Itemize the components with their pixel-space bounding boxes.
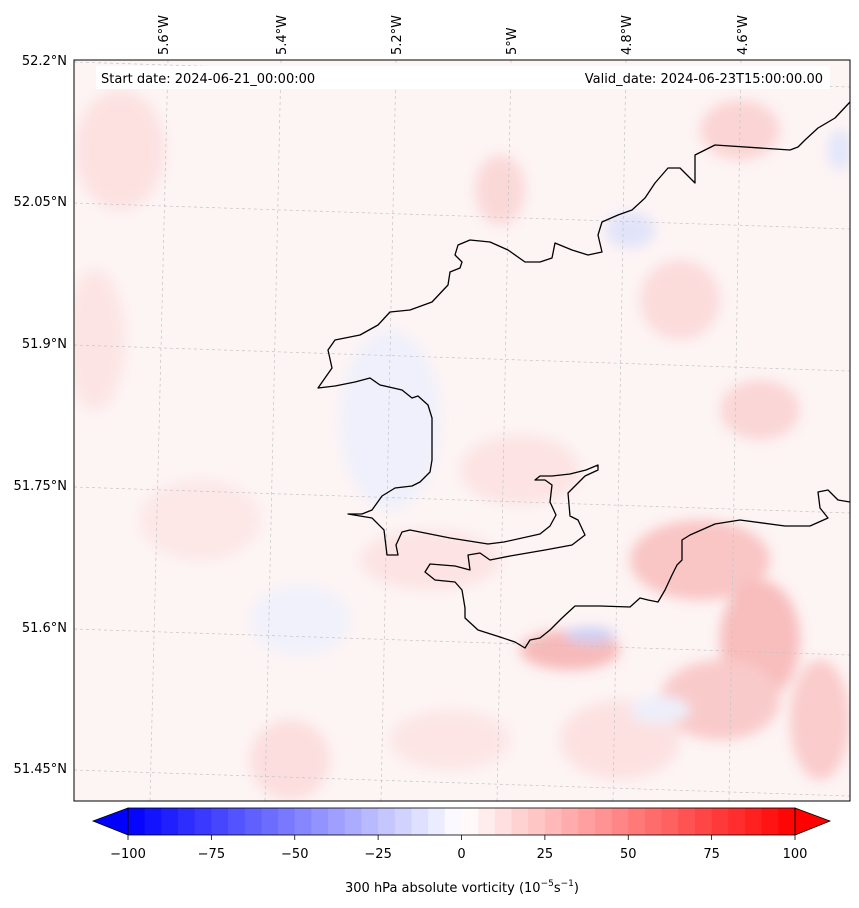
map-frame <box>73 59 851 802</box>
colorbar-tick-label: 50 <box>620 847 637 862</box>
lat-label: 52.2°N <box>22 54 67 69</box>
colorbar-tick-label: −100 <box>110 847 146 862</box>
colorbar-segment <box>528 808 546 835</box>
colorbar-segment <box>328 808 346 835</box>
colorbar-segment <box>778 808 796 835</box>
colorbar-segment <box>394 808 413 835</box>
colorbar-segment <box>678 808 696 835</box>
lat-label: 51.45°N <box>14 762 67 777</box>
colorbar-segment <box>661 808 679 835</box>
colorbar-tick-label: −50 <box>281 847 308 862</box>
colorbar-segment <box>578 808 596 835</box>
latitude-labels: 52.2°N 52.05°N 51.9°N 51.75°N 51.6°N 51.… <box>14 54 67 777</box>
colorbar-segment <box>211 808 229 835</box>
colorbar: −100 −75 −50 −25 0 25 50 75 100 300 hPa absolute… <box>91 807 832 896</box>
colorbar-segment <box>628 808 646 835</box>
colorbar-segment <box>694 808 713 835</box>
colorbar-segment <box>511 808 529 835</box>
header-strip <box>96 66 830 89</box>
colorbar-label-main: 300 hPa absolute vorticity (10 <box>345 881 541 896</box>
colorbar-label-mid: s <box>554 881 561 896</box>
colorbar-label: 300 hPa absolute vorticity (10−5s−1) <box>345 879 579 896</box>
colorbar-label-exp2: −1 <box>561 879 574 889</box>
lon-label: 5°W <box>505 27 520 55</box>
colorbar-segment <box>478 808 496 835</box>
colorbar-tick-label: 100 <box>783 847 808 862</box>
lat-label: 51.6°N <box>22 621 67 636</box>
longitude-labels: 5.6°W 5.4°W 5.2°W 5°W 4.8°W 4.6°W <box>157 15 751 55</box>
colorbar-min-extend <box>91 807 129 836</box>
lat-label: 51.75°N <box>14 479 67 494</box>
colorbar-segment <box>244 808 263 835</box>
colorbar-segment <box>278 808 296 835</box>
colorbar-segment <box>161 808 179 835</box>
colorbar-segment <box>544 808 563 835</box>
colorbar-segment <box>378 808 396 835</box>
colorbar-segment <box>344 808 363 835</box>
colorbar-segment <box>294 808 313 835</box>
colorbar-segment <box>361 808 379 835</box>
valid-date-label: Valid_date: 2024-06-23T15:00:00.00 <box>585 72 823 87</box>
colorbar-segment <box>561 808 579 835</box>
colorbar-segment <box>411 808 429 835</box>
colorbar-ticks: −100 −75 −50 −25 0 25 50 75 100 <box>110 835 807 862</box>
colorbar-segment <box>228 808 246 835</box>
colorbar-segment <box>611 808 629 835</box>
lon-label: 4.8°W <box>620 15 635 55</box>
vorticity-field <box>74 90 850 800</box>
colorbar-segment <box>444 808 463 835</box>
colorbar-segment <box>261 808 279 835</box>
colorbar-label-exp1: −5 <box>541 879 554 889</box>
lon-label: 5.6°W <box>157 15 172 55</box>
colorbar-segment <box>194 808 212 835</box>
colorbar-label-end: ) <box>574 881 579 896</box>
colorbar-segments <box>128 808 796 835</box>
colorbar-segment <box>494 808 513 835</box>
start-date-label: Start date: 2024-06-21_00:00:00 <box>101 72 315 87</box>
coastline <box>317 101 850 649</box>
colorbar-segment <box>178 808 196 835</box>
colorbar-segment <box>311 808 329 835</box>
lon-label: 4.6°W <box>736 15 751 55</box>
lon-label: 5.4°W <box>275 15 290 55</box>
colorbar-segment <box>594 808 613 835</box>
colorbar-segment <box>728 808 746 835</box>
colorbar-segment <box>744 808 763 835</box>
lon-label: 5.2°W <box>390 15 405 55</box>
lat-label: 51.9°N <box>22 337 67 352</box>
colorbar-segment <box>644 808 663 835</box>
map-panel: Start date: 2024-06-21_00:00:00 Valid_da… <box>73 59 851 802</box>
colorbar-tick-label: 25 <box>537 847 554 862</box>
colorbar-max-extend <box>794 807 832 836</box>
lat-label: 52.05°N <box>14 195 67 210</box>
colorbar-segment <box>761 808 779 835</box>
colorbar-segment <box>711 808 729 835</box>
colorbar-segment <box>428 808 446 835</box>
colorbar-tick-label: 0 <box>457 847 465 862</box>
colorbar-segment <box>144 808 162 835</box>
colorbar-segment <box>128 808 146 835</box>
colorbar-segment <box>461 808 479 835</box>
colorbar-tick-label: 75 <box>703 847 720 862</box>
colorbar-tick-label: −75 <box>198 847 225 862</box>
colorbar-tick-label: −25 <box>364 847 391 862</box>
